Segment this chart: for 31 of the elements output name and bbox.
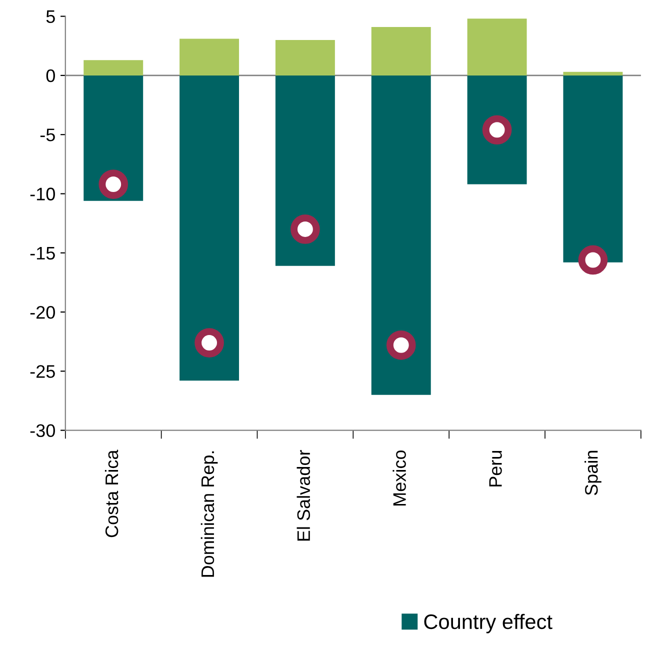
point [98,170,128,199]
y-tick-label: 0 [46,69,55,82]
bar [180,38,240,76]
x-tick-label: Dominican Rep. [200,451,218,577]
bar [563,75,623,262]
point [578,245,608,275]
point [290,214,320,244]
bar [563,72,623,76]
bar [371,26,431,76]
y-tick-label: -5 [40,128,55,142]
x-tick-label: Peru [489,450,502,486]
bar [275,75,335,266]
y-tick-label: -15 [30,247,55,260]
y-tick-label: -20 [30,306,55,319]
y-tick-label: -10 [30,188,55,200]
bar [84,60,144,76]
bar [467,18,527,76]
legend-label: Country effect [424,614,552,634]
point [194,328,224,358]
bar [180,75,240,381]
bar [84,75,144,201]
y-tick-label: -30 [30,424,55,438]
bar [275,40,335,76]
x-tick-label: Costa Rica [104,450,118,538]
x-tick-label: El Salvador [296,450,310,541]
y-tick-label: -25 [30,365,55,378]
x-tick-label: Mexico [392,450,406,506]
point [386,330,416,360]
y-tick-label: 5 [46,10,55,24]
x-tick-label: Spain [584,450,602,496]
bar [371,75,431,395]
